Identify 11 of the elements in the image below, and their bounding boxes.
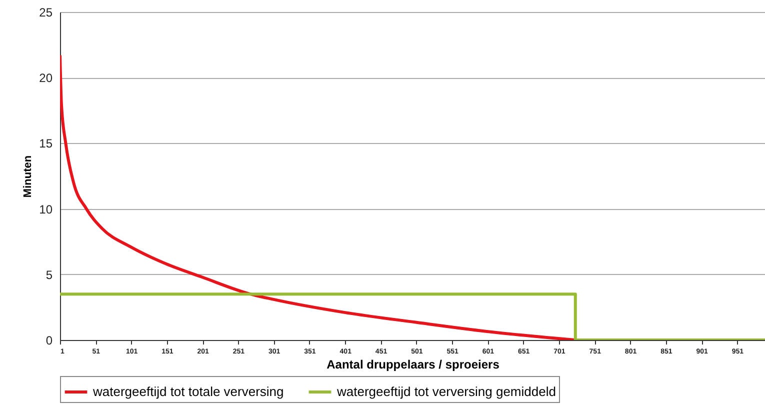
- y-tick-label: 20: [39, 71, 53, 86]
- x-axis-title: Aantal druppelaars / sproeiers: [326, 358, 500, 372]
- y-tick-label: 0: [46, 334, 53, 348]
- legend-label: watergeeftijd tot totale verversing: [92, 384, 284, 399]
- y-tick-label: 25: [39, 6, 53, 20]
- y-axis-title: Minuten: [22, 155, 34, 198]
- y-tick-label: 5: [46, 268, 53, 282]
- y-tick-label: 10: [39, 202, 53, 216]
- y-tick-label: 15: [39, 136, 53, 151]
- legend-label: watergeeftijd tot verversing gemiddeld: [336, 384, 556, 399]
- line-series: [60, 54, 577, 340]
